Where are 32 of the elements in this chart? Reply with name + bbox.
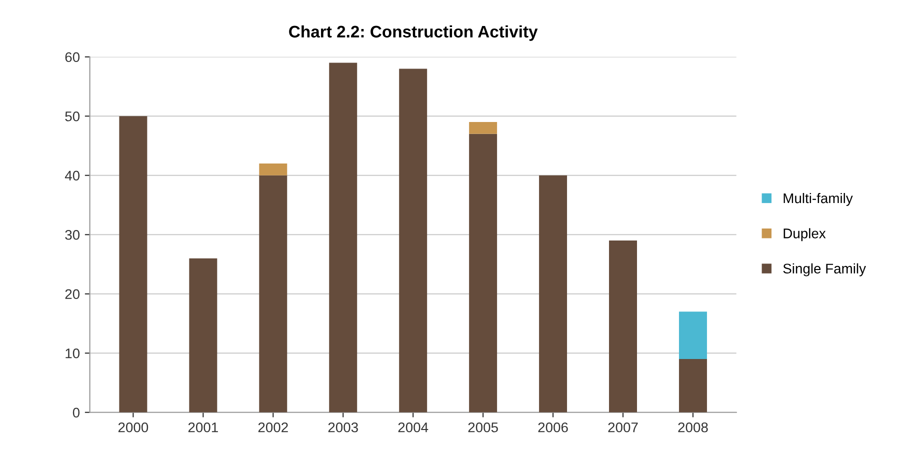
bar: [469, 134, 498, 412]
y-tick-label: 50: [65, 111, 80, 122]
x-tick-label: 2004: [398, 422, 428, 432]
x-tick-label: 2007: [608, 422, 638, 432]
bar: [259, 175, 288, 412]
bar: [469, 122, 498, 134]
bar: [399, 68, 428, 412]
bar: [329, 62, 358, 412]
y-tick-label: 10: [66, 348, 80, 358]
bar: [678, 359, 707, 412]
bar: [678, 312, 707, 360]
legend-label: Single Family: [783, 263, 866, 276]
y-tick-label: 0: [72, 408, 80, 418]
y-tick-label: 30: [65, 230, 80, 240]
x-tick-label: 2006: [538, 422, 568, 432]
x-tick-label: 2000: [118, 422, 148, 432]
x-tick-label: 2003: [328, 422, 358, 432]
bar: [189, 258, 218, 412]
legend-label: Multi-family: [784, 192, 853, 206]
bar: [259, 164, 288, 176]
y-tick-label: 20: [65, 289, 80, 300]
bar: [609, 240, 637, 412]
y-tick-label: 60: [65, 52, 80, 62]
x-tick-label: 2005: [468, 422, 498, 432]
x-tick-label: 2002: [258, 422, 288, 432]
x-tick-label: 2008: [678, 422, 708, 432]
chart-title: Chart 2.2: Construction Activity: [289, 25, 538, 41]
x-tick-label: 2001: [188, 422, 218, 432]
y-tick-label: 40: [64, 170, 80, 181]
legend-label: Duplex: [784, 228, 826, 242]
bar: [119, 116, 148, 412]
bar: [539, 175, 568, 412]
